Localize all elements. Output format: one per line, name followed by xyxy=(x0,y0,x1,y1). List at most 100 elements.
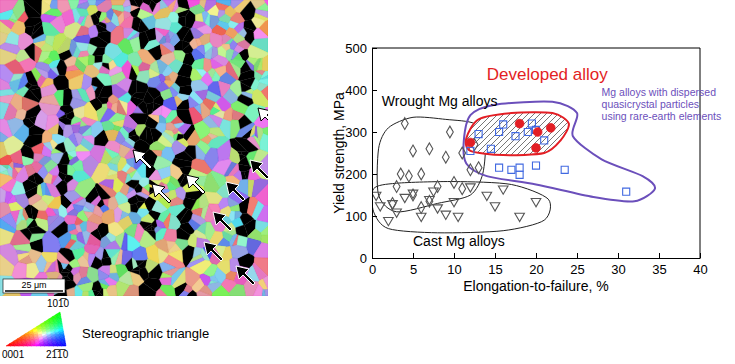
grain xyxy=(31,25,44,40)
grain xyxy=(138,62,150,71)
arrow-white xyxy=(258,108,268,127)
grain xyxy=(172,269,185,288)
point xyxy=(393,181,400,193)
triangle-cell xyxy=(22,339,26,341)
triangle-cell xyxy=(45,322,49,324)
grain xyxy=(0,102,9,119)
grain xyxy=(257,126,263,141)
grain xyxy=(48,68,58,79)
triangle-cell xyxy=(46,331,50,333)
grain xyxy=(192,58,204,69)
grain xyxy=(75,178,96,198)
triangle-cell xyxy=(60,336,64,338)
triangle-cell xyxy=(36,344,40,346)
triangle-cell xyxy=(49,344,53,346)
triangle-cell xyxy=(34,334,38,336)
triangle-cell xyxy=(27,341,31,343)
grain xyxy=(99,179,114,188)
grain xyxy=(194,121,210,140)
point xyxy=(449,199,459,207)
grain xyxy=(102,63,109,70)
point xyxy=(475,131,482,138)
x-axis-line xyxy=(373,258,701,259)
grain xyxy=(17,253,29,261)
grain xyxy=(57,164,67,175)
triangle-cell xyxy=(18,339,22,341)
grain xyxy=(80,222,87,232)
grain xyxy=(106,285,116,296)
grain xyxy=(91,13,99,25)
triangle-cell xyxy=(41,324,45,326)
grain xyxy=(230,80,242,97)
x-tick-label: 35 xyxy=(652,262,666,277)
triangle-cell xyxy=(31,344,35,346)
triangle-cell xyxy=(40,344,44,346)
grain xyxy=(65,113,68,115)
triangle-cell xyxy=(55,331,59,333)
triangle-cell xyxy=(27,344,31,346)
grain xyxy=(118,202,131,213)
grain xyxy=(112,120,124,127)
point xyxy=(512,133,519,140)
triangle-cell xyxy=(39,341,43,343)
grain xyxy=(0,219,16,234)
triangle-cell xyxy=(43,336,47,338)
triangle-cell xyxy=(59,327,63,329)
grain xyxy=(23,0,41,18)
grain xyxy=(177,93,190,100)
triangle-cell xyxy=(40,341,44,343)
frame xyxy=(700,48,701,258)
triangle-cell xyxy=(60,336,64,338)
grain xyxy=(244,20,256,31)
arrow-white xyxy=(186,175,205,194)
triangle-cell xyxy=(45,324,49,326)
triangle-cell xyxy=(38,331,42,333)
grain xyxy=(57,37,71,54)
point xyxy=(546,123,555,132)
y-axis-title: Yield strength, MPa xyxy=(331,92,347,214)
point xyxy=(401,118,408,130)
grain xyxy=(68,165,76,176)
grain xyxy=(219,14,231,23)
grain xyxy=(253,284,262,296)
triangle-cell xyxy=(58,322,62,324)
grain xyxy=(118,157,127,172)
y-tick-mark xyxy=(372,216,377,217)
triangle-cell xyxy=(51,329,55,331)
triangle-cell xyxy=(37,327,41,329)
triangle-cell xyxy=(51,334,55,336)
grain xyxy=(73,205,84,213)
grain xyxy=(7,118,23,136)
triangle-cell xyxy=(57,317,61,319)
x-tick-label: 30 xyxy=(611,262,625,277)
grain xyxy=(46,183,52,196)
x-tick: 25 xyxy=(570,253,584,277)
grain xyxy=(168,243,181,253)
grain xyxy=(240,213,254,225)
x-tick: 10 xyxy=(447,253,461,277)
grain xyxy=(194,230,207,239)
y-tick-label: 500 xyxy=(345,41,367,56)
point xyxy=(496,164,503,171)
grain xyxy=(67,272,73,281)
triangle-cell xyxy=(26,334,30,336)
arrow-black xyxy=(226,182,245,201)
grain xyxy=(230,12,244,23)
grain xyxy=(234,45,244,53)
triangle-cell xyxy=(36,344,40,346)
region xyxy=(372,182,551,233)
triangle-cell xyxy=(22,336,26,338)
grain xyxy=(121,232,127,250)
grain xyxy=(92,47,105,56)
triangle-cell xyxy=(30,334,34,336)
point xyxy=(532,162,539,169)
point xyxy=(515,119,524,128)
triangle-cell xyxy=(14,344,18,346)
y-tick: 0 xyxy=(360,251,377,266)
grain xyxy=(91,121,103,138)
triangle-cell xyxy=(10,341,14,343)
triangle-cell xyxy=(51,334,55,336)
triangle-cell xyxy=(33,329,37,331)
grain xyxy=(125,138,135,148)
x-tick: 20 xyxy=(529,253,543,277)
